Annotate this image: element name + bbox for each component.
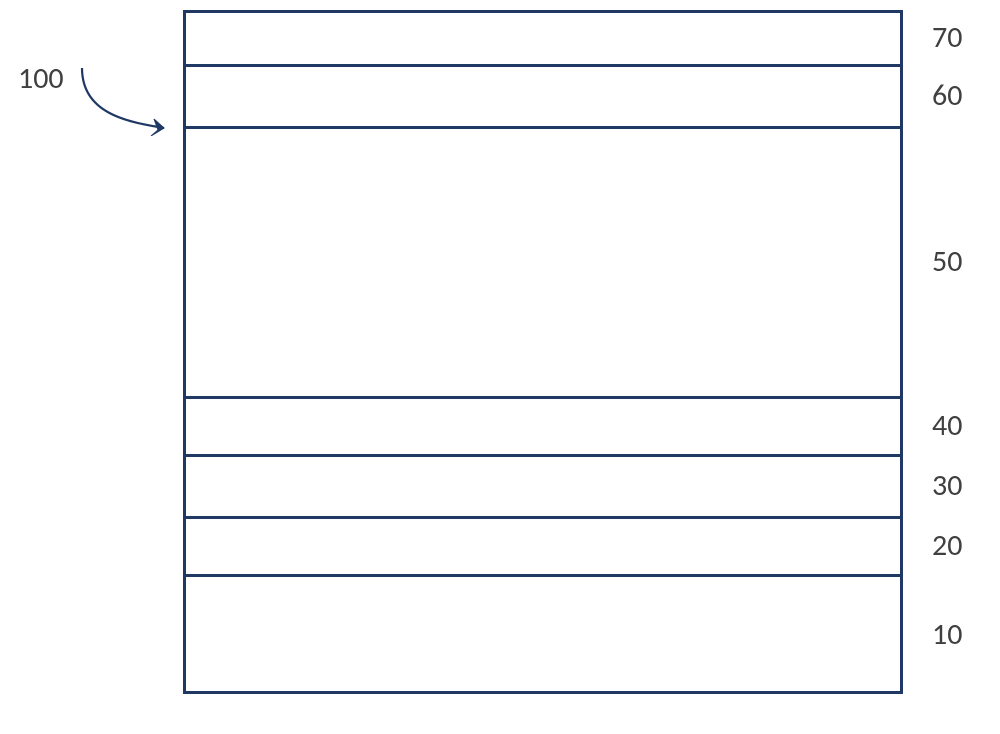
pointer-label-100: 100 [18, 60, 64, 97]
label-20: 20 [932, 527, 962, 564]
layer-60 [183, 64, 903, 126]
arrow-head-icon [151, 119, 164, 136]
layer-40 [183, 396, 903, 454]
label-50: 50 [932, 243, 962, 280]
pointer-arrow [78, 64, 178, 136]
layer-70 [183, 10, 903, 64]
label-40: 40 [932, 407, 962, 444]
layer-50 [183, 126, 903, 396]
diagram-canvas: 70 60 50 40 30 20 10 100 [0, 0, 1000, 734]
layer-10 [183, 574, 903, 694]
layer-20 [183, 516, 903, 574]
label-30: 30 [932, 467, 962, 504]
label-60: 60 [932, 77, 962, 114]
layer-30 [183, 454, 903, 516]
arrow-shaft [82, 68, 164, 128]
label-10: 10 [932, 616, 962, 653]
layer-stack [183, 10, 903, 694]
label-70: 70 [932, 19, 962, 56]
